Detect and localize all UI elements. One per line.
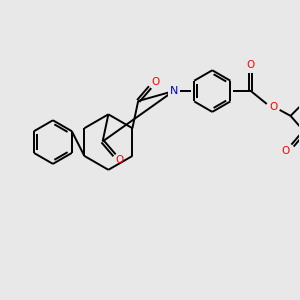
Text: O: O	[247, 60, 255, 70]
Text: O: O	[151, 77, 159, 87]
Text: O: O	[270, 102, 278, 112]
Text: O: O	[115, 155, 124, 165]
Text: N: N	[169, 86, 178, 96]
Text: O: O	[281, 146, 290, 155]
Text: O: O	[270, 102, 278, 112]
